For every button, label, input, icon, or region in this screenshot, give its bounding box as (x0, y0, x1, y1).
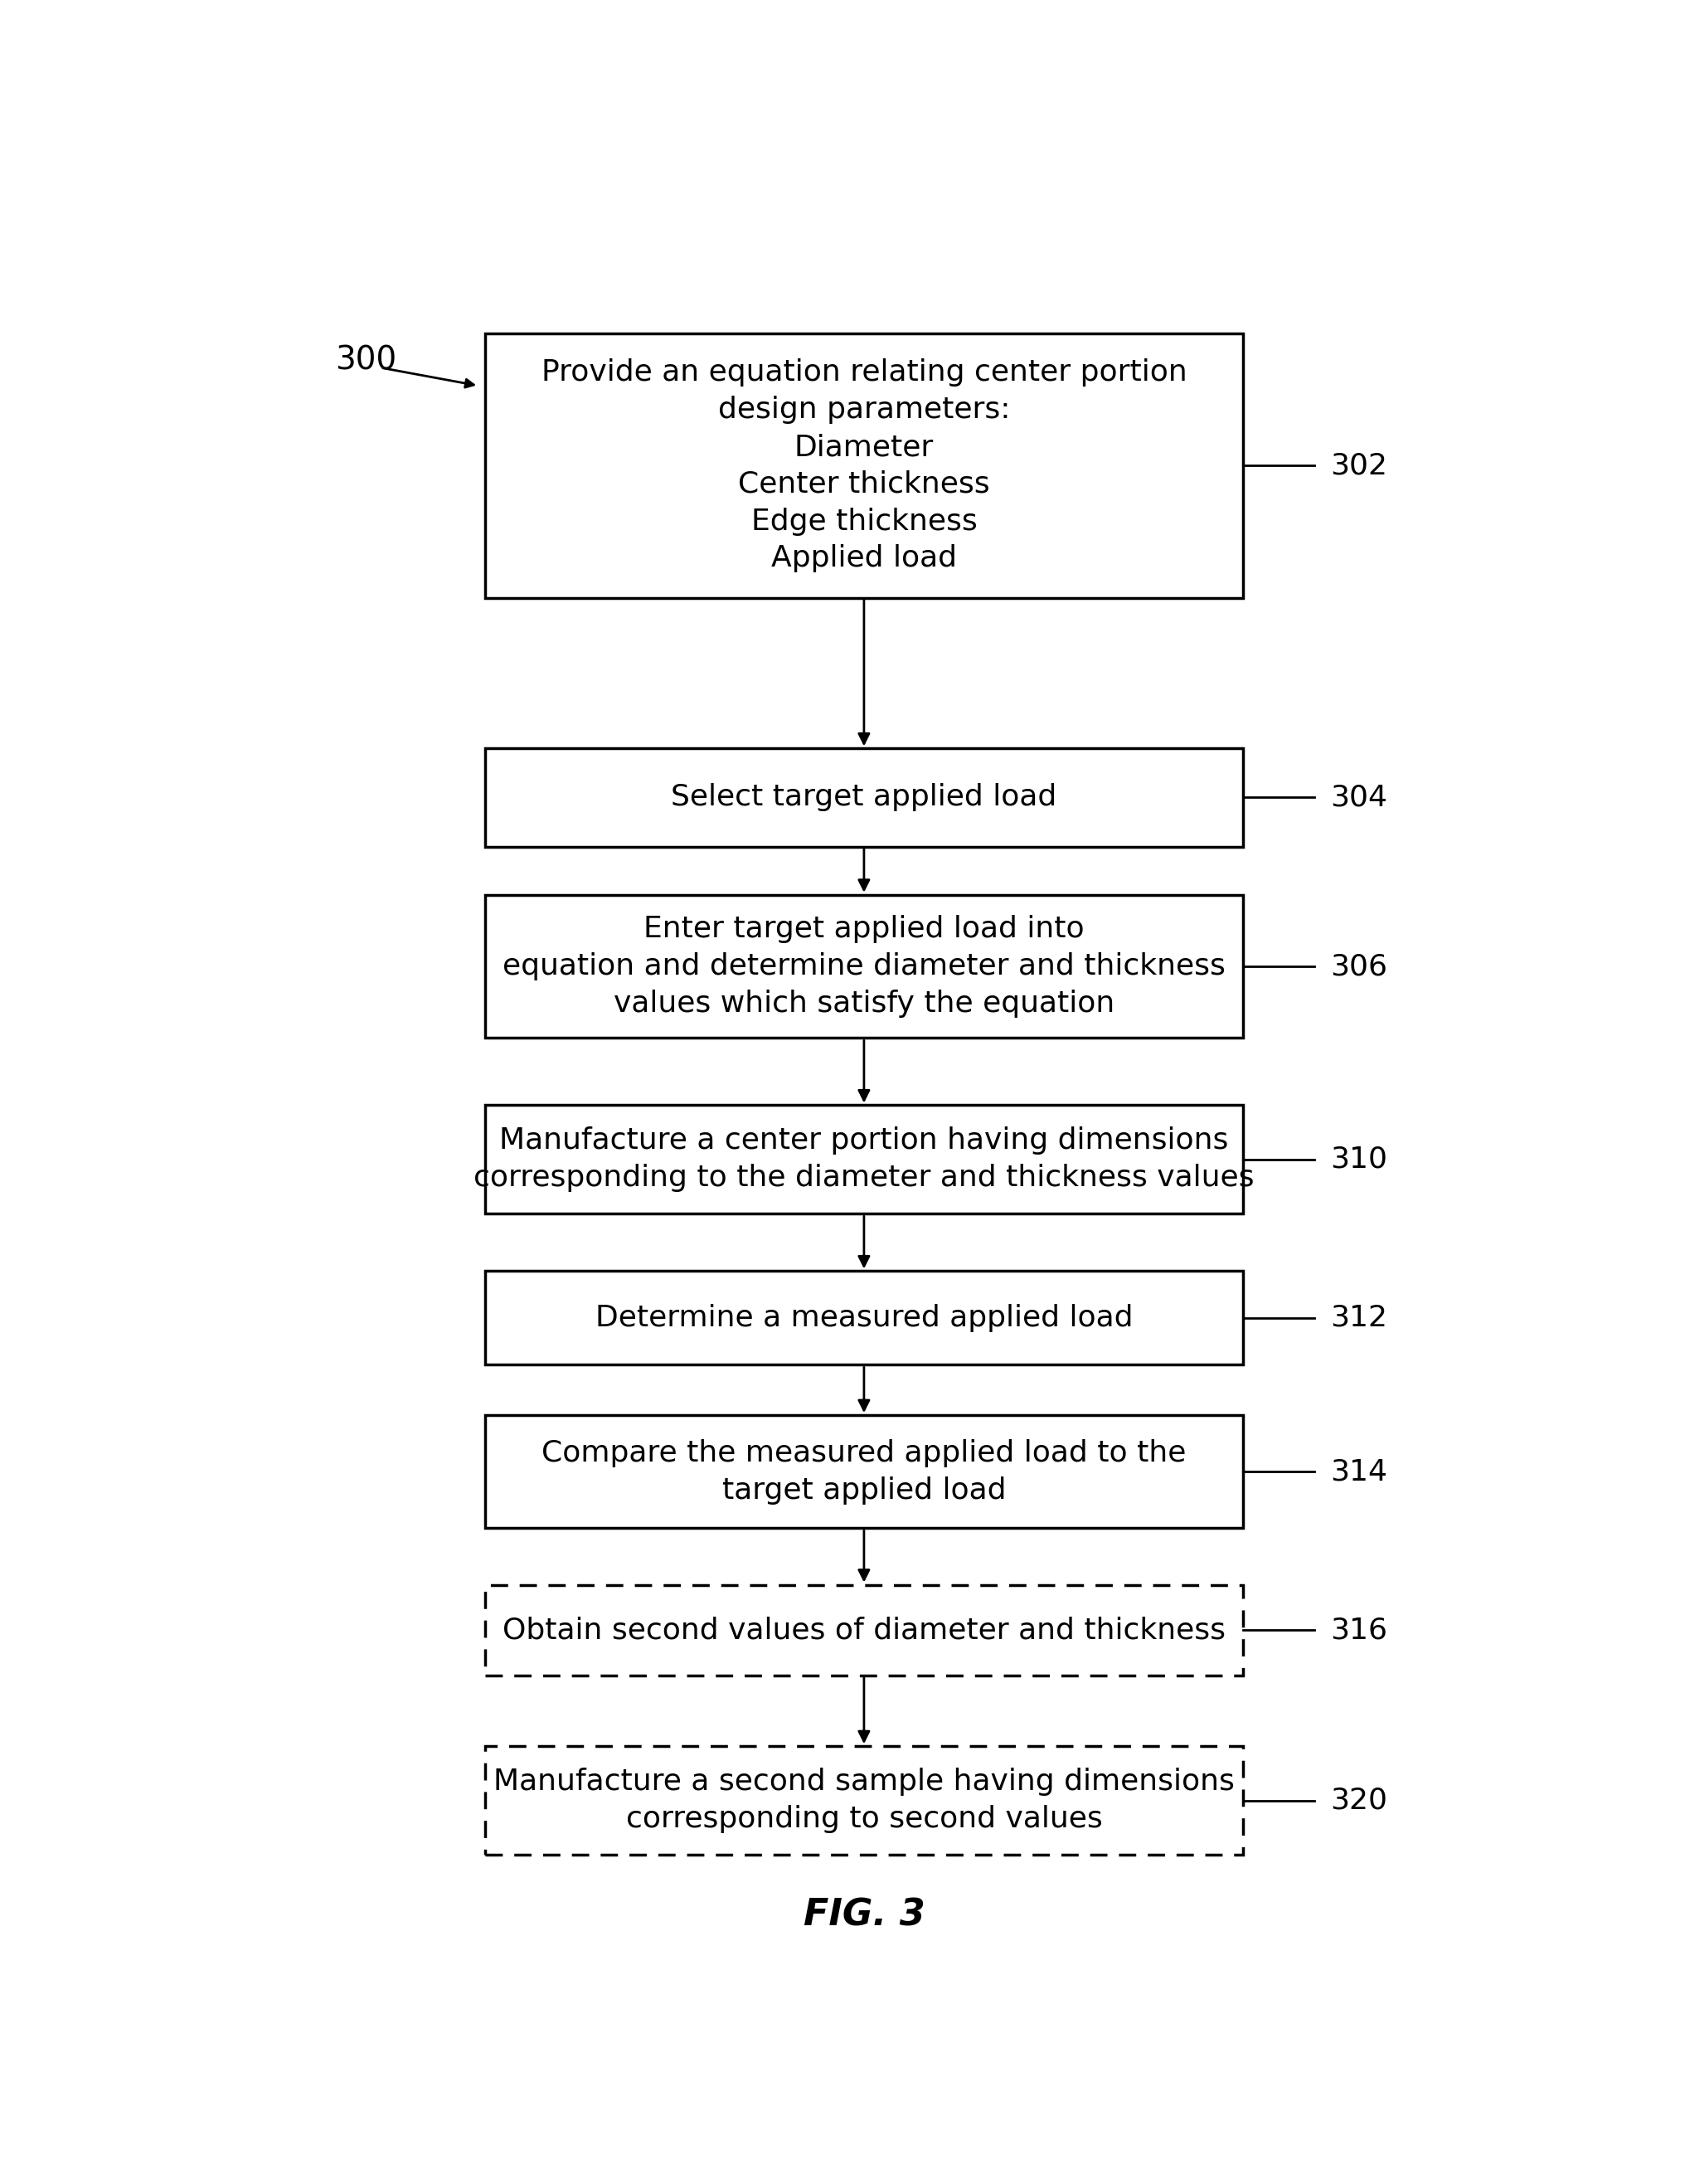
Text: 316: 316 (1329, 1616, 1387, 1645)
Text: 312: 312 (1329, 1304, 1387, 1332)
Text: 304: 304 (1329, 784, 1387, 812)
Bar (485, 1586, 1242, 1675)
Text: Determine a measured applied load: Determine a measured applied load (595, 1304, 1132, 1332)
Text: Compare the measured applied load to the
target applied load: Compare the measured applied load to the… (541, 1439, 1186, 1505)
Bar (485, 1747, 1242, 1854)
Text: 306: 306 (1329, 952, 1387, 981)
Bar (485, 334, 1242, 598)
Text: Manufacture a center portion having dimensions
corresponding to the diameter and: Manufacture a center portion having dime… (473, 1127, 1254, 1192)
Bar (485, 1415, 1242, 1529)
Text: FIG. 3: FIG. 3 (802, 1898, 925, 1933)
Bar (485, 1271, 1242, 1365)
Bar (485, 1105, 1242, 1214)
Text: 302: 302 (1329, 452, 1387, 480)
Text: Obtain second values of diameter and thickness: Obtain second values of diameter and thi… (502, 1616, 1225, 1645)
Bar (485, 895, 1242, 1037)
Text: Manufacture a second sample having dimensions
corresponding to second values: Manufacture a second sample having dimen… (494, 1767, 1233, 1832)
Text: Provide an equation relating center portion
design parameters:
Diameter
Center t: Provide an equation relating center port… (541, 358, 1186, 572)
Text: 314: 314 (1329, 1457, 1387, 1485)
Bar (485, 749, 1242, 847)
Text: Enter target applied load into
equation and determine diameter and thickness
val: Enter target applied load into equation … (502, 915, 1225, 1018)
Text: 300: 300 (335, 345, 396, 376)
Text: 320: 320 (1329, 1787, 1387, 1815)
Text: 310: 310 (1329, 1144, 1387, 1173)
Text: Select target applied load: Select target applied load (671, 784, 1056, 812)
